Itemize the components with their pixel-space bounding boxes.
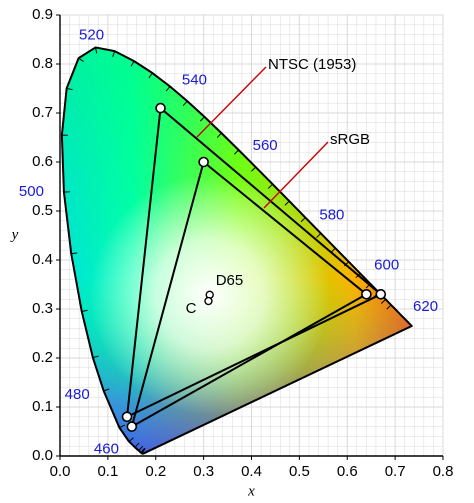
gamut-vertex-marker bbox=[155, 102, 166, 114]
locus-tick bbox=[128, 437, 134, 442]
y-tick-label: 0.5 bbox=[32, 202, 53, 219]
spectral-locus bbox=[60, 46, 413, 455]
gamut-vertex-marker bbox=[375, 288, 387, 300]
locus-tick bbox=[165, 86, 171, 92]
locus-tick bbox=[134, 442, 140, 448]
locus-tick bbox=[251, 166, 257, 172]
locus-tick bbox=[71, 252, 78, 255]
gamut-triangle bbox=[130, 161, 368, 428]
wavelength-label: 580 bbox=[319, 207, 344, 224]
locus-tick bbox=[380, 298, 386, 304]
white-point-marker bbox=[204, 296, 213, 306]
wavelength-label: 480 bbox=[65, 386, 90, 403]
locus-tick bbox=[140, 447, 146, 453]
locus-tick bbox=[182, 100, 188, 106]
x-tick-label: 0.1 bbox=[97, 463, 118, 480]
locus-tick bbox=[216, 132, 222, 138]
locus-tick bbox=[95, 47, 98, 54]
y-tick-label: 0.3 bbox=[32, 300, 53, 317]
x-axis-title: x bbox=[247, 483, 255, 499]
wavelength-label: 460 bbox=[94, 440, 119, 457]
x-tick-label: 0.8 bbox=[433, 463, 454, 480]
gamut-vertex-marker bbox=[121, 411, 133, 423]
y-axis-title: y bbox=[10, 227, 19, 243]
x-tick-label: 0.2 bbox=[145, 463, 166, 480]
spectral-locus-layer bbox=[60, 46, 413, 455]
gamut-vertex-marker bbox=[198, 156, 209, 168]
x-tick-label: 0.6 bbox=[337, 463, 358, 480]
wavelength-label: 500 bbox=[19, 183, 44, 200]
gamut-vertex-marker bbox=[126, 421, 138, 432]
locus-tick bbox=[78, 57, 84, 62]
locus-tick bbox=[316, 232, 322, 238]
axis-layer: 0.0 0.1 0.2 0.3 0.4 0.5 0.6 0.7 0.8 0.0 0.1 0.2 0.3 0… bbox=[10, 6, 454, 499]
locus-tick bbox=[284, 200, 290, 206]
callout-line bbox=[196, 66, 267, 138]
y-tick-label: 0.9 bbox=[32, 6, 53, 23]
white-point-label: D65 bbox=[216, 272, 244, 289]
label-layer: 460 480 500 520 540 560 580 600 620 NTSC (1953) sR… bbox=[19, 26, 438, 457]
x-tick-label: 0.4 bbox=[241, 463, 262, 480]
locus-tick bbox=[66, 87, 73, 91]
locus-tick bbox=[119, 424, 126, 429]
locus-tick bbox=[112, 50, 116, 57]
locus-tick bbox=[81, 309, 88, 312]
series-label: sRGB bbox=[330, 131, 370, 148]
series-label: NTSC (1953) bbox=[268, 56, 356, 73]
x-tick-label: 0.0 bbox=[50, 463, 71, 480]
x-tick-label: 0.3 bbox=[193, 463, 214, 480]
locus-tick bbox=[148, 72, 153, 79]
locus-tick bbox=[103, 388, 110, 392]
x-tick-label: 0.7 bbox=[385, 463, 406, 480]
wavelength-label: 520 bbox=[79, 26, 104, 43]
y-tick-label: 0.6 bbox=[32, 153, 53, 170]
white-point-label: C bbox=[186, 300, 197, 317]
y-tick-label: 0.0 bbox=[32, 447, 53, 464]
locus-tick bbox=[130, 60, 135, 67]
locus-tick bbox=[386, 304, 392, 310]
gamut-vertex-marker bbox=[361, 288, 372, 300]
y-tick-label: 0.2 bbox=[32, 349, 53, 366]
locus-tick bbox=[141, 448, 146, 454]
locus-tick bbox=[138, 445, 144, 451]
x-tick-label: 0.5 bbox=[289, 463, 310, 480]
callout-line bbox=[263, 141, 329, 209]
locus-tick bbox=[92, 355, 99, 359]
wavelength-label: 560 bbox=[253, 137, 278, 154]
y-tick-label: 0.4 bbox=[32, 251, 53, 268]
locus-tick bbox=[234, 149, 239, 155]
y-tick-label: 0.1 bbox=[32, 398, 53, 415]
wavelength-label: 540 bbox=[182, 71, 207, 88]
wavelength-label: 620 bbox=[413, 298, 438, 315]
locus-tick bbox=[199, 116, 205, 122]
y-tick-label: 0.8 bbox=[32, 55, 53, 72]
y-tick-label: 0.7 bbox=[32, 104, 53, 121]
locus-tick bbox=[300, 217, 306, 223]
wavelength-label: 600 bbox=[374, 256, 399, 273]
locus-tick bbox=[267, 183, 273, 189]
